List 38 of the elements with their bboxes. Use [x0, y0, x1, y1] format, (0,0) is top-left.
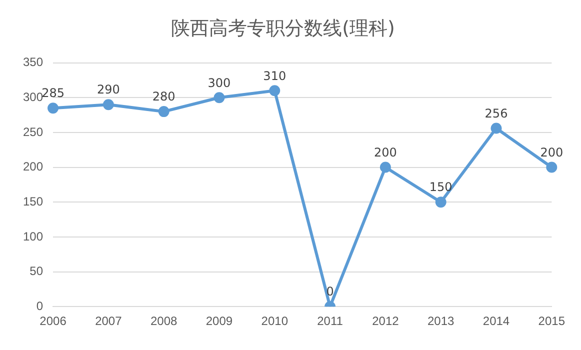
x-tick-label: 2010 [261, 314, 288, 328]
x-tick-label: 2015 [538, 314, 566, 328]
point [48, 102, 59, 114]
x-tick-label: 2009 [206, 314, 233, 328]
x-tick-label: 2007 [95, 314, 122, 328]
point [380, 162, 391, 173]
y-tick-label: 100 [22, 229, 44, 244]
data-label: 290 [96, 82, 120, 97]
data-label: 300 [208, 76, 231, 90]
point [158, 106, 170, 118]
point [269, 85, 280, 96]
data-label: 256 [484, 106, 508, 120]
y-tick-label: 150 [22, 194, 44, 208]
point [546, 162, 558, 173]
x-tick-label: 2014 [482, 314, 510, 328]
y-tick-label: 50 [30, 264, 44, 278]
y-tick-label: 0 [36, 298, 44, 313]
point [490, 122, 502, 134]
data-label: 280 [152, 90, 176, 104]
y-tick-label: 300 [22, 90, 44, 104]
point [214, 92, 225, 104]
data-label: 200 [540, 145, 564, 160]
y-tick-label: 350 [22, 55, 44, 70]
x-tick-label: 2008 [150, 314, 178, 328]
point [435, 196, 446, 208]
x-tick-label: 2013 [427, 314, 455, 328]
data-label: 285 [42, 86, 64, 100]
x-tick-label: 2011 [317, 314, 344, 328]
point [102, 99, 114, 110]
chart-title: 陕西高考专职分数线(理科) [171, 17, 395, 40]
data-label: 0 [326, 284, 334, 299]
y-tick-label: 200 [22, 160, 44, 174]
x-tick-label: 2012 [372, 314, 400, 328]
y-tick-label: 250 [22, 124, 44, 139]
x-tick-label: 2006 [40, 314, 67, 328]
data-label: 150 [429, 180, 452, 194]
data-label: 200 [374, 145, 397, 160]
data-label: 310 [263, 68, 286, 83]
